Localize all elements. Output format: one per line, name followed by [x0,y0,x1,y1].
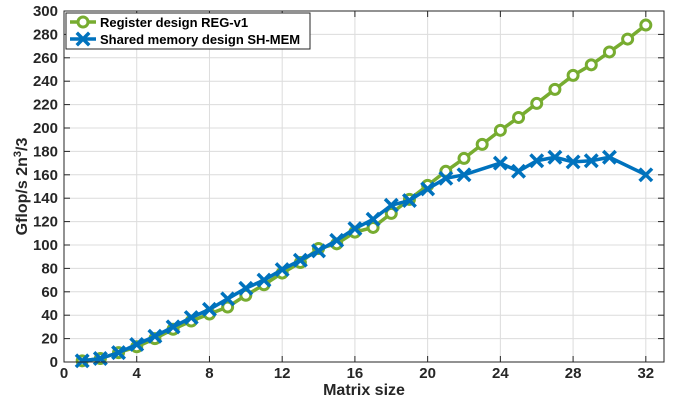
x-tick-label: 32 [637,365,654,382]
grid-lines [63,10,664,363]
data-point [602,45,616,59]
data-point [383,197,399,213]
data-point [238,280,254,296]
data-point [566,68,580,82]
x-tick-label: 24 [492,365,509,382]
x-tick-label: 0 [60,365,68,382]
legend-label: Shared memory design SH-MEM [100,32,300,47]
y-tick-label: 80 [41,260,58,277]
y-tick-label: 240 [33,73,58,90]
y-tick-label: 20 [41,331,58,348]
y-axis-label-main: Gflop/s 2n [14,157,31,235]
series-line [81,23,647,363]
data-point [221,300,235,314]
data-point [311,243,327,259]
data-point [547,149,563,165]
data-point [438,170,454,186]
x-tick-label: 16 [347,365,364,382]
axis-ticks: 0 4 8 12 16 20 24 28 320204060801001201401601802… [33,3,664,382]
y-tick-label: 0 [50,354,58,371]
legend-box [65,12,311,50]
data-point [111,345,127,361]
x-axis-label: Matrix size [323,382,405,399]
y-tick-label: 120 [33,214,58,231]
data-point [329,232,345,248]
y-tick-label: 300 [33,3,58,20]
data-point [220,291,236,307]
x-tick-label: 8 [205,365,213,382]
data-point [365,211,381,227]
data-point [420,181,436,197]
y-tick-label: 160 [33,167,58,184]
data-point [638,167,654,183]
data-point [165,319,181,335]
legend-marker [76,15,90,29]
y-tick-label: 40 [41,307,58,324]
y-axis-label-sup: 3 [12,151,24,157]
data-point [401,193,417,209]
data-point [384,206,398,220]
data-point [492,155,508,171]
data-point [639,18,653,32]
data-point [621,32,635,46]
y-axis-label: Gflop/s 2n3/3 [12,138,31,236]
legend: Register design REG-v1 Shared memory desi… [65,12,311,50]
series-1 [75,18,653,368]
data-point [601,149,617,165]
data-point [475,137,489,151]
series-layer [74,18,654,369]
data-point [584,58,598,72]
data-point [530,96,544,110]
y-tick-label: 200 [33,120,58,137]
series-2 [74,149,654,369]
x-tick-label: 28 [565,365,582,382]
data-point [147,328,163,344]
data-point [529,153,545,169]
data-point [183,310,199,326]
data-point [129,336,145,352]
data-point [256,272,272,288]
data-point [292,252,308,268]
y-axis-label-tail: /3 [14,138,31,151]
data-point [493,123,507,137]
y-tick-label: 140 [33,190,58,207]
y-tick-label: 60 [41,284,58,301]
series-line [81,155,647,363]
x-tick-label: 20 [419,365,436,382]
legend-marker [75,31,91,47]
legend-label: Register design REG-v1 [100,15,248,30]
y-tick-label: 220 [33,97,58,114]
y-tick-label: 260 [33,50,58,67]
data-point [74,353,90,369]
plot-frame [63,10,665,363]
data-point [201,301,217,317]
data-point [457,151,471,165]
data-point [456,167,472,183]
data-point [548,82,562,96]
data-point [366,220,380,234]
data-point [511,163,527,179]
y-tick-label: 100 [33,237,58,254]
y-tick-label: 180 [33,143,58,160]
y-tick-label: 280 [33,26,58,43]
data-point [565,154,581,170]
x-tick-label: 12 [274,365,291,382]
data-point [347,221,363,237]
data-point [274,262,290,278]
x-tick-label: 4 [133,365,142,382]
data-point [583,153,599,169]
data-point [512,110,526,124]
